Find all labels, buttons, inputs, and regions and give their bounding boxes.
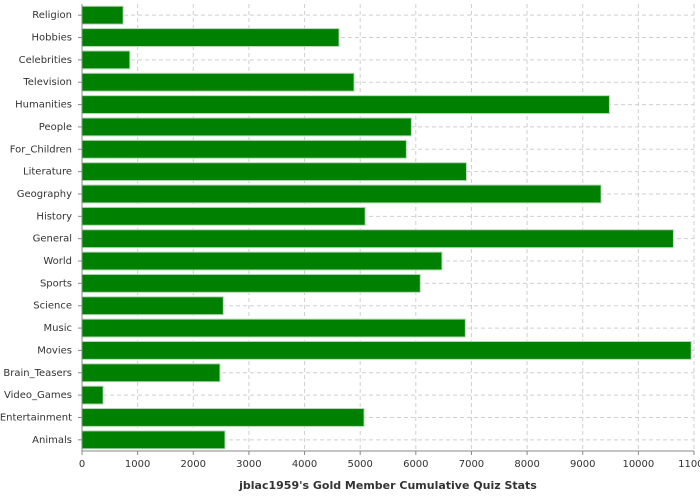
- bar: [81, 340, 692, 360]
- x-tick-label: 11000: [678, 459, 700, 470]
- y-tick-label: Brain_Teasers: [3, 368, 72, 379]
- bar: [81, 117, 412, 137]
- x-tick-label: 3000: [236, 459, 261, 470]
- x-tick-label: 1000: [125, 459, 150, 470]
- y-tick-label: Humanities: [15, 100, 72, 111]
- bar: [81, 50, 131, 70]
- y-tick-label: People: [39, 122, 72, 133]
- bar: [81, 385, 104, 405]
- x-tick-label: 7000: [459, 459, 484, 470]
- x-tick-label: 5000: [347, 459, 372, 470]
- x-axis-label: jblac1959's Gold Member Cumulative Quiz …: [238, 479, 537, 492]
- bar: [81, 296, 224, 316]
- y-tick-label: Animals: [32, 435, 72, 446]
- y-tick-label: Television: [22, 77, 72, 88]
- y-tick-label: Religion: [32, 10, 72, 21]
- bar: [81, 184, 602, 204]
- bar: [81, 5, 124, 25]
- bar: [81, 408, 365, 427]
- y-tick-label: Science: [33, 301, 72, 312]
- y-tick-label: Literature: [23, 167, 72, 178]
- bar: [81, 162, 467, 182]
- bar: [81, 251, 443, 271]
- y-tick-label: Geography: [17, 189, 72, 200]
- y-tick-label: Sports: [40, 278, 72, 289]
- x-tick-label: 0: [79, 459, 85, 470]
- x-tick-label: 2000: [181, 459, 206, 470]
- x-tick-label: 4000: [292, 459, 317, 470]
- y-tick-label: For_Children: [10, 144, 72, 155]
- bar: [81, 95, 610, 115]
- bar: [81, 318, 466, 338]
- y-tick-label: Entertainment: [0, 412, 72, 423]
- bar: [81, 273, 421, 293]
- x-tick-label: 6000: [403, 459, 428, 470]
- y-tick-label: Hobbies: [32, 33, 72, 44]
- y-tick-label: Celebrities: [19, 55, 72, 66]
- x-tick-label: 9000: [570, 459, 595, 470]
- bar: [81, 229, 674, 249]
- bar: [81, 206, 366, 226]
- x-tick-label: 8000: [514, 459, 539, 470]
- y-tick-label: Music: [44, 323, 72, 334]
- x-tick-label: 10000: [622, 459, 654, 470]
- bar: [81, 28, 340, 47]
- y-tick-label: World: [43, 256, 72, 267]
- bar: [81, 363, 221, 383]
- bar: [81, 72, 355, 92]
- y-tick-label: General: [33, 234, 72, 245]
- bar: [81, 139, 407, 159]
- bar: [81, 430, 226, 450]
- y-tick-label: Movies: [37, 345, 72, 356]
- y-tick-label: History: [36, 211, 72, 222]
- y-tick-label: Video_Games: [4, 390, 72, 401]
